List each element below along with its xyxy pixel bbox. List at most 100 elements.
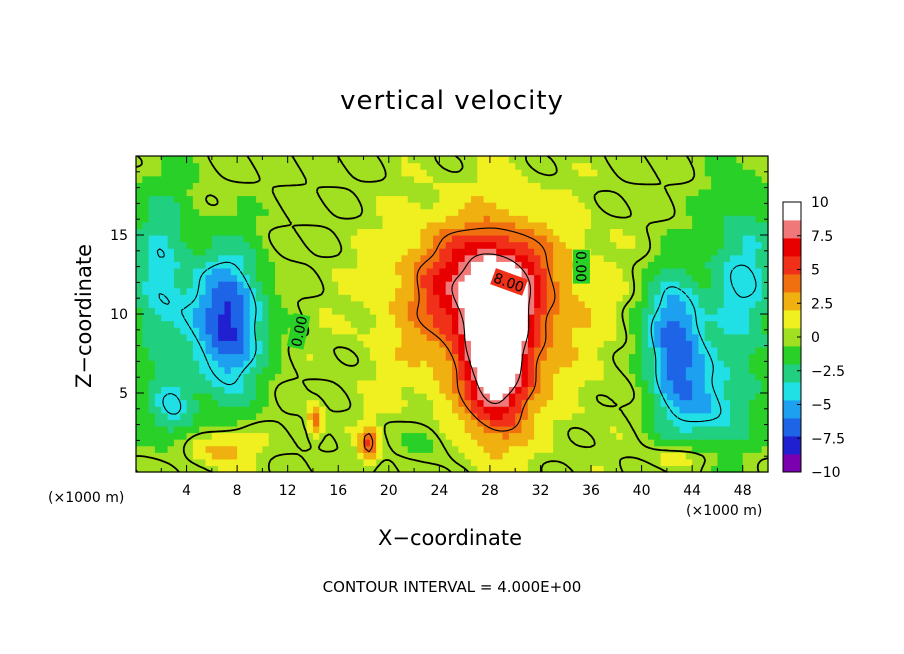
heatmap-cell	[331, 353, 339, 361]
heatmap-cell	[622, 340, 630, 348]
heatmap-cell	[142, 300, 150, 309]
heatmap-cell	[647, 366, 655, 374]
heatmap-cell	[136, 228, 143, 236]
colorbar-tick-label: 7.5	[811, 229, 833, 245]
heatmap-cell	[294, 366, 301, 374]
heatmap-cell	[572, 195, 579, 203]
heatmap-cell	[319, 221, 327, 230]
heatmap-cell	[628, 195, 636, 203]
heatmap-cell	[369, 327, 377, 335]
heatmap-cell	[167, 439, 175, 447]
heatmap-cell	[616, 287, 624, 295]
heatmap-cell	[521, 419, 529, 427]
heatmap-cell	[173, 327, 181, 335]
heatmap-cell	[268, 281, 276, 289]
heatmap-cell	[685, 208, 693, 216]
heatmap-cell	[407, 208, 415, 216]
heatmap-cell	[578, 340, 586, 348]
heatmap-cell	[369, 228, 377, 236]
heatmap-cell	[167, 432, 175, 440]
colorbar-segment	[783, 256, 801, 275]
heatmap-cell	[452, 406, 459, 414]
heatmap-cell	[180, 373, 188, 381]
heatmap-cell	[628, 202, 636, 210]
heatmap-cell	[281, 432, 289, 440]
heatmap-cell	[546, 175, 554, 183]
heatmap-cell	[281, 202, 289, 210]
heatmap-cell	[654, 202, 662, 210]
heatmap-cell	[628, 281, 636, 289]
heatmap-cell	[521, 221, 529, 230]
heatmap-cell	[742, 254, 750, 262]
heatmap-cell	[755, 445, 763, 453]
heatmap-cell	[534, 314, 542, 322]
heatmap-cell	[572, 228, 579, 236]
heatmap-cell	[496, 419, 504, 427]
heatmap-cell	[268, 175, 276, 183]
heatmap-cell	[477, 307, 485, 315]
heatmap-cell	[711, 248, 719, 256]
heatmap-cell	[199, 202, 207, 210]
heatmap-cell	[275, 386, 282, 394]
heatmap-cell	[704, 379, 712, 388]
heatmap-cell	[546, 267, 554, 276]
heatmap-cell	[199, 366, 207, 374]
heatmap-cell	[654, 294, 662, 302]
heatmap-cell	[325, 445, 333, 453]
heatmap-cell	[433, 300, 440, 309]
heatmap-cell	[211, 353, 219, 361]
heatmap-cell	[470, 314, 478, 322]
heatmap-cell	[439, 228, 447, 236]
heatmap-cell	[167, 419, 175, 427]
heatmap-cell	[439, 248, 447, 256]
heatmap-cell	[597, 274, 605, 282]
heatmap-cell	[527, 156, 535, 164]
heatmap-cell	[723, 294, 731, 302]
heatmap-cell	[553, 294, 561, 302]
heatmap-cell	[685, 175, 693, 183]
heatmap-cell	[452, 175, 459, 183]
heatmap-cell	[717, 379, 725, 388]
heatmap-cell	[357, 314, 365, 322]
heatmap-cell	[433, 228, 440, 236]
heatmap-cell	[452, 267, 459, 276]
heatmap-cell	[647, 281, 655, 289]
heatmap-cell	[704, 241, 712, 249]
heatmap-cell	[654, 281, 662, 289]
heatmap-cell	[445, 373, 453, 381]
heatmap-cell	[565, 182, 573, 190]
heatmap-cell	[243, 188, 251, 197]
heatmap-cell	[382, 333, 390, 341]
heatmap-cell	[167, 399, 175, 407]
heatmap-cell	[565, 340, 573, 348]
heatmap-cell	[268, 465, 276, 473]
heatmap-cell	[249, 393, 257, 401]
x-axis-label: X−coordinate	[378, 526, 522, 550]
heatmap-cell	[603, 267, 611, 276]
heatmap-cell	[591, 327, 598, 335]
heatmap-cell	[199, 175, 207, 183]
heatmap-cell	[445, 228, 453, 236]
heatmap-cell	[331, 314, 339, 322]
heatmap-cell	[357, 360, 365, 368]
heatmap-cell	[186, 175, 194, 183]
heatmap-cell	[704, 353, 712, 361]
heatmap-cell	[180, 353, 188, 361]
heatmap-cell	[458, 353, 466, 361]
heatmap-cell	[673, 228, 681, 236]
heatmap-cell	[704, 188, 712, 197]
heatmap-cell	[546, 156, 554, 164]
contour-label: 0.00	[289, 315, 311, 349]
heatmap-cell	[666, 393, 674, 401]
heatmap-cell	[673, 208, 681, 216]
heatmap-cell	[180, 208, 188, 216]
heatmap-cell	[218, 221, 226, 230]
heatmap-cell	[679, 188, 687, 197]
heatmap-cell	[426, 202, 434, 210]
heatmap-cell	[723, 248, 731, 256]
heatmap-cell	[477, 445, 485, 453]
heatmap-cell	[211, 281, 219, 289]
heatmap-cell	[489, 175, 497, 183]
heatmap-cell	[591, 452, 598, 460]
heatmap-cell	[666, 346, 674, 355]
